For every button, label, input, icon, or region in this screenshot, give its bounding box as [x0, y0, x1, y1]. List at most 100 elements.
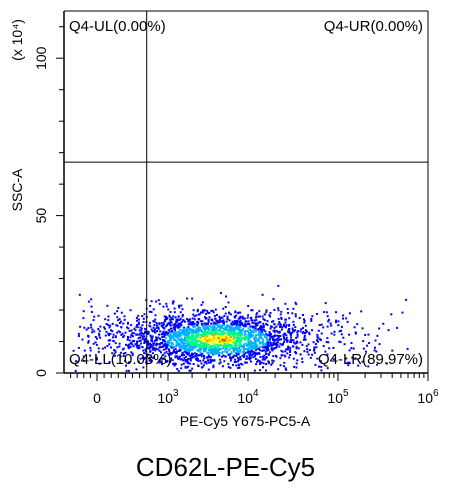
- event-dot: [241, 351, 244, 354]
- event-dot: [196, 340, 199, 343]
- event-dot: [87, 335, 90, 337]
- event-dot: [254, 351, 257, 354]
- event-dot: [218, 347, 221, 350]
- event-dot: [150, 311, 153, 313]
- event-dot: [215, 350, 218, 353]
- event-dot: [233, 336, 236, 339]
- event-dot: [176, 356, 179, 359]
- event-dot: [156, 339, 158, 342]
- event-dot: [138, 344, 141, 347]
- event-dot: [249, 335, 252, 338]
- event-dot: [277, 341, 279, 344]
- event-dot: [83, 359, 85, 362]
- event-dot: [160, 351, 162, 354]
- event-dot: [350, 347, 353, 350]
- event-dot: [162, 345, 165, 347]
- event-dot: [183, 332, 185, 335]
- event-dot: [219, 319, 222, 322]
- event-dot: [207, 351, 210, 354]
- event-dot: [116, 316, 119, 319]
- event-dot: [216, 313, 218, 316]
- event-dot: [280, 338, 283, 341]
- event-dot: [187, 365, 190, 368]
- event-dot: [292, 341, 295, 344]
- event-dot: [337, 324, 340, 327]
- event-dot: [177, 318, 180, 321]
- event-dot: [150, 339, 153, 342]
- event-dot: [197, 349, 200, 352]
- event-dot: [203, 335, 206, 338]
- event-dot: [238, 327, 240, 330]
- event-dot: [235, 340, 238, 343]
- event-dot: [166, 324, 168, 327]
- event-dot: [303, 350, 306, 353]
- event-dot: [287, 331, 290, 334]
- event-dot: [287, 345, 290, 348]
- event-dot: [244, 324, 247, 327]
- event-dot: [207, 343, 210, 346]
- event-dot: [229, 325, 232, 328]
- event-dot: [191, 354, 194, 357]
- event-dot: [129, 309, 132, 312]
- event-dot: [78, 293, 81, 296]
- event-dot: [241, 329, 244, 332]
- event-dot: [249, 328, 252, 331]
- event-dot: [285, 336, 288, 339]
- event-dot: [149, 350, 152, 353]
- event-dot: [249, 317, 252, 320]
- event-dot: [268, 344, 271, 347]
- event-dot: [146, 342, 149, 344]
- event-dot: [184, 348, 187, 351]
- event-dot: [121, 332, 124, 335]
- event-dot: [216, 338, 219, 341]
- event-dot: [229, 344, 231, 347]
- x-tick-label: 105: [327, 388, 349, 406]
- event-dot: [288, 356, 291, 359]
- event-dot: [230, 357, 233, 360]
- event-dot: [257, 347, 259, 350]
- event-dot: [278, 321, 281, 323]
- event-dot: [226, 324, 229, 327]
- event-dot: [171, 359, 174, 362]
- event-dot: [243, 317, 246, 320]
- event-dot: [265, 333, 268, 336]
- event-dot: [272, 337, 275, 340]
- event-dot: [223, 335, 226, 338]
- event-dot: [138, 340, 141, 342]
- event-dot: [254, 330, 257, 333]
- event-dot: [204, 337, 207, 340]
- event-dot: [194, 338, 197, 341]
- event-dot: [263, 354, 266, 357]
- event-dot: [180, 324, 183, 327]
- event-dot: [255, 345, 258, 348]
- event-dot: [250, 340, 252, 343]
- event-dot: [239, 311, 242, 314]
- event-dot: [108, 343, 111, 346]
- event-dot: [273, 340, 276, 343]
- event-dot: [120, 326, 123, 329]
- event-dot: [277, 331, 280, 334]
- event-dot: [218, 321, 220, 324]
- event-dot: [207, 342, 210, 345]
- event-dot: [317, 340, 319, 343]
- event-dot: [207, 328, 210, 331]
- event-dot: [174, 355, 177, 358]
- event-dot: [223, 315, 226, 317]
- event-dot: [158, 361, 161, 364]
- event-dot: [202, 337, 205, 340]
- event-dot: [179, 322, 182, 325]
- event-dot: [317, 329, 320, 332]
- event-dot: [303, 319, 306, 322]
- event-dot: [162, 339, 164, 341]
- event-dot: [168, 339, 170, 342]
- event-dot: [203, 331, 206, 334]
- event-dot: [227, 362, 230, 365]
- event-dot: [229, 335, 232, 338]
- event-dot: [186, 297, 189, 300]
- event-dot: [116, 346, 119, 349]
- event-dot: [252, 351, 255, 354]
- event-dot: [209, 360, 212, 362]
- event-dot: [215, 319, 218, 322]
- event-dot: [401, 311, 404, 314]
